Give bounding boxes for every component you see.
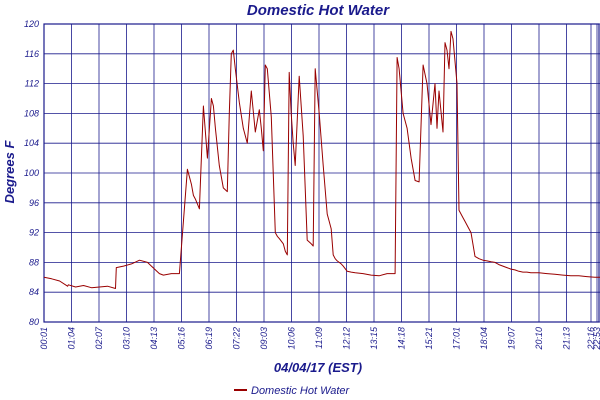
x-tick-label: 00:01	[39, 327, 49, 350]
plot-frame	[43, 23, 600, 323]
series-line-domestic-hot-water	[43, 30, 600, 289]
x-tick-label: 02:07	[94, 326, 104, 350]
y-tick-label: 104	[24, 138, 39, 148]
chart-title: Domestic Hot Water	[247, 2, 390, 19]
legend-label: Domestic Hot Water	[251, 385, 351, 397]
x-tick-label: 21:13	[562, 327, 572, 351]
y-axis-ticks: 80 84 88 92 96 100 104 108 112 116 120	[24, 19, 39, 327]
y-tick-label: 108	[24, 108, 39, 118]
x-tick-label: 04:13	[149, 327, 159, 350]
x-tick-label: 11:09	[314, 327, 324, 349]
x-axis-ticks: 00:01 01:04 02:07 03:10 04:13 05:16 06:19 07:22…	[39, 326, 600, 351]
x-axis-title: 04/04/17 (EST)	[274, 360, 362, 375]
x-tick-label: 07:22	[232, 327, 242, 350]
x-tick-label: 22:16	[586, 327, 596, 351]
y-tick-label: 88	[29, 257, 39, 267]
y-tick-label: 100	[24, 168, 39, 178]
x-tick-label: 06:19	[204, 327, 214, 350]
y-tick-label: 80	[29, 317, 39, 327]
y-tick-label: 120	[24, 19, 39, 29]
x-tick-label: 03:10	[122, 327, 132, 350]
x-tick-label: 01:04	[67, 327, 77, 350]
x-tick-label: 09:03	[259, 327, 269, 350]
x-tick-label: 14:18	[397, 327, 407, 350]
x-tick-label: 13:15	[369, 326, 379, 350]
x-tick-label: 17:01	[452, 327, 462, 350]
y-axis-title: Degrees F	[2, 140, 17, 204]
y-tick-label: 112	[25, 79, 39, 89]
y-tick-label: 92	[29, 228, 39, 238]
legend: Domestic Hot Water	[234, 385, 351, 397]
x-tick-label: 05:16	[177, 327, 187, 350]
series-layer	[43, 30, 600, 289]
x-tick-label: 19:07	[507, 326, 517, 350]
x-tick-label: 15:21	[424, 327, 434, 350]
x-tick-label: 10:06	[287, 327, 297, 350]
y-tick-label: 116	[25, 49, 39, 59]
grid	[43, 23, 600, 323]
x-tick-label: 22:53	[592, 327, 600, 351]
y-tick-label: 96	[29, 198, 39, 208]
x-tick-label: 18:04	[479, 327, 489, 350]
x-tick-label: 20:10	[534, 327, 544, 351]
x-tick-label: 12:12	[342, 327, 352, 350]
y-tick-label: 84	[29, 287, 39, 297]
